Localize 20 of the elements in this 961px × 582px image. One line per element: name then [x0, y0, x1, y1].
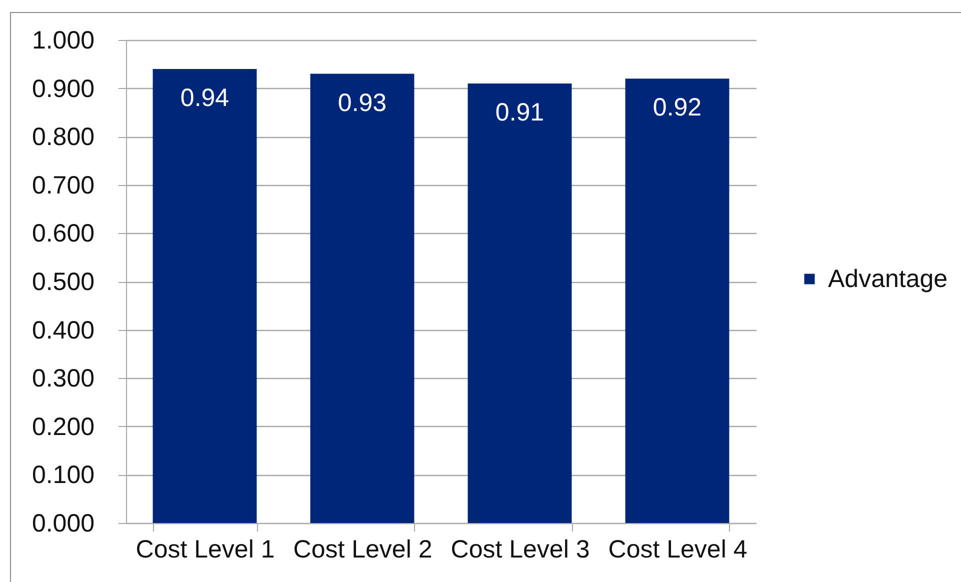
y-tick-label: 0.700 [32, 171, 94, 200]
legend-label: Advantage [828, 265, 948, 293]
x-tick-label: Cost Level 1 [136, 536, 275, 564]
y-tick-label: 0.000 [32, 510, 94, 538]
x-tick-label: Cost Level 4 [608, 536, 748, 564]
y-tick-label: 0.600 [32, 220, 94, 248]
x-tick-label: Cost Level 2 [293, 536, 432, 564]
x-tick-label: Cost Level 3 [450, 536, 590, 564]
data-label: 0.92 [652, 94, 702, 122]
data-label: 0.93 [338, 88, 387, 117]
data-label: 0.91 [495, 98, 544, 126]
y-tick-label: 1.000 [32, 26, 94, 54]
y-tick-label: 0.800 [32, 123, 94, 152]
y-tick-label: 0.400 [32, 316, 94, 344]
y-tick-label: 0.200 [32, 412, 94, 441]
y-tick-label: 0.500 [32, 268, 94, 296]
y-tick-label: 0.100 [32, 461, 94, 490]
y-tick-label: 0.300 [32, 364, 94, 393]
y-tick-label: 0.900 [32, 74, 94, 103]
data-label: 0.94 [180, 84, 230, 112]
